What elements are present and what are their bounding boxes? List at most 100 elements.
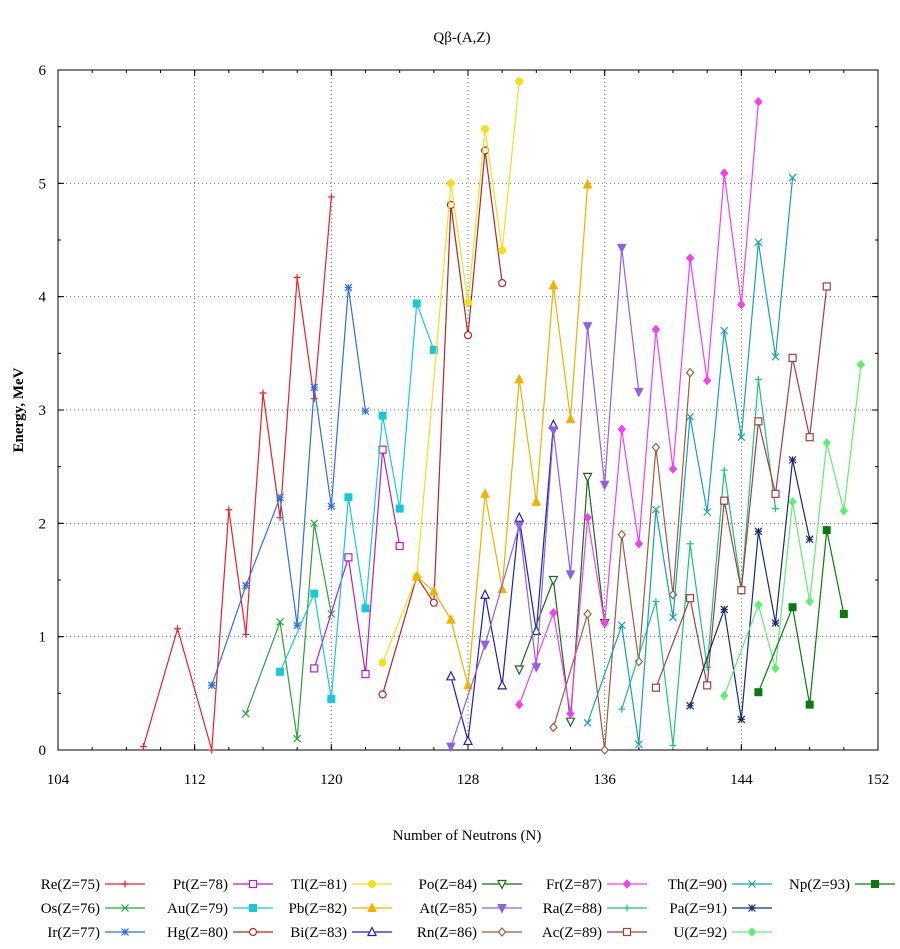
data-point: [788, 173, 797, 182]
series-line: [655, 286, 828, 688]
data-point: [754, 688, 763, 697]
data-point: [805, 433, 814, 442]
data-point: [310, 664, 319, 673]
y-tick-label: 6: [39, 63, 47, 79]
series-line: [450, 247, 640, 747]
data-point: [565, 413, 576, 424]
data-point: [582, 178, 593, 189]
data-point: [754, 417, 763, 426]
data-point: [771, 352, 780, 361]
data-point: [634, 656, 644, 667]
data-point: [293, 621, 302, 630]
data-point: [805, 700, 814, 709]
series-line: [382, 81, 520, 663]
data-point: [344, 493, 353, 502]
data-point: [634, 740, 643, 749]
data-point: [293, 734, 302, 743]
legend-swatch-marker: [367, 926, 377, 937]
data-point: [242, 630, 250, 638]
data-point: [754, 527, 763, 536]
legend-label: Os(Z=76): [41, 901, 100, 917]
data-point: [310, 383, 319, 392]
legend-item: Fr(Z=87): [546, 877, 647, 893]
legend-label: Th(Z=90): [668, 877, 727, 893]
legend-item: Au(Z=79): [167, 901, 273, 917]
legend-swatch-marker: [622, 879, 632, 889]
data-point: [139, 743, 147, 751]
data-point: [463, 735, 473, 746]
series-line: [621, 379, 777, 746]
legend-swatch-marker: [623, 904, 631, 912]
data-point: [565, 717, 576, 728]
legend-label: Au(Z=79): [167, 901, 228, 917]
data-point: [720, 168, 729, 178]
series-hg-z-80: [378, 146, 507, 699]
data-point: [481, 124, 490, 133]
data-point: [788, 603, 797, 612]
data-point: [788, 455, 797, 464]
data-point: [856, 359, 866, 370]
data-point: [276, 618, 285, 626]
legend-swatch-marker: [497, 927, 507, 937]
legend-swatch-marker: [121, 880, 129, 888]
data-point: [616, 243, 627, 254]
legend-swatch-marker: [368, 880, 376, 888]
legend-item: Po(Z=84): [419, 877, 522, 893]
data-point: [361, 407, 370, 416]
x-tick-label: 120: [320, 772, 343, 788]
data-point: [225, 506, 233, 514]
data-point: [310, 519, 319, 528]
legend: Re(Z=75) Os(Z=76) Ir(Z=77) Pt(Z=78) Au(Z=79)…: [41, 877, 895, 941]
data-point: [754, 238, 763, 247]
data-point: [549, 608, 558, 618]
series-np-z-93: [754, 526, 848, 709]
data-point: [548, 426, 559, 437]
data-point: [207, 681, 216, 690]
data-point: [686, 701, 695, 710]
series-th-z-90: [583, 173, 797, 749]
data-point: [600, 618, 609, 628]
data-point: [498, 278, 507, 288]
data-point: [703, 375, 712, 386]
legend-label: U(Z=92): [674, 925, 727, 941]
series-line: [587, 177, 794, 745]
legend-swatch-marker: [121, 904, 129, 912]
x-tick-label: 136: [593, 772, 616, 788]
y-tick-label: 1: [39, 630, 47, 646]
data-point: [686, 540, 694, 548]
data-point: [395, 504, 404, 513]
data-point: [737, 433, 746, 442]
legend-label: Rn(Z=86): [417, 925, 477, 941]
data-point: [668, 464, 678, 474]
data-point: [652, 598, 660, 606]
data-point: [720, 690, 729, 701]
data-point: [703, 681, 712, 690]
legend-label: Hg(Z=80): [167, 925, 228, 941]
data-point: [720, 496, 729, 505]
series-layer: [139, 77, 866, 755]
series-au-z-79: [276, 299, 438, 703]
data-point: [480, 488, 490, 498]
data-point: [685, 253, 695, 263]
data-point: [565, 570, 576, 580]
data-point: [822, 438, 831, 448]
legend-swatch-marker: [248, 927, 258, 937]
legend-item: Tl(Z=81): [291, 877, 392, 893]
data-point: [771, 619, 780, 627]
series-line: [211, 287, 367, 686]
legend-label: Pa(Z=91): [669, 901, 727, 917]
x-tick-label: 104: [47, 772, 70, 788]
data-point: [548, 279, 559, 290]
series-at-z-85: [446, 243, 644, 753]
data-point: [618, 705, 626, 713]
data-point: [445, 670, 456, 681]
data-point: [480, 588, 491, 599]
legend-swatch-marker: [871, 880, 879, 888]
series-line: [518, 101, 760, 714]
legend-item: Pb(Z=82): [289, 901, 392, 917]
data-point: [344, 553, 353, 562]
series-line: [382, 150, 503, 695]
data-point: [703, 663, 711, 671]
y-tick-label: 5: [39, 176, 47, 192]
series-os-z-76: [241, 519, 336, 743]
